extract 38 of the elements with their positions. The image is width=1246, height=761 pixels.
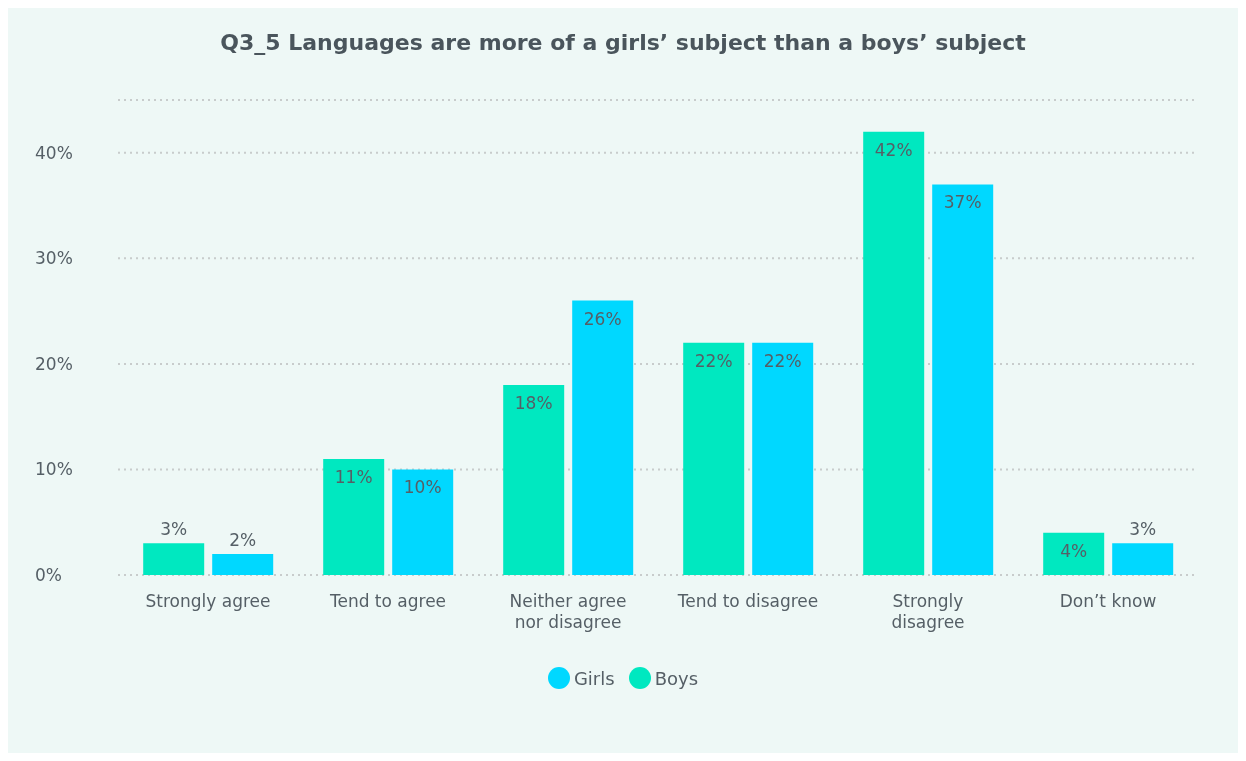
bar — [212, 553, 274, 575]
x-tick-label: Tend to disagree — [676, 591, 819, 611]
bar — [1043, 532, 1105, 575]
x-tick-label: Neither agree nor disagree — [509, 591, 627, 632]
data-label: 22% — [694, 350, 733, 371]
bar — [323, 458, 385, 575]
bar — [503, 385, 565, 575]
data-label: 11% — [334, 466, 373, 487]
data-label: 3% — [160, 519, 188, 540]
data-label: 4% — [1060, 540, 1088, 561]
data-label: 42% — [874, 139, 913, 160]
data-label: 10% — [403, 477, 442, 498]
x-tick-label: Tend to agree — [328, 591, 447, 611]
bar — [1112, 543, 1174, 575]
x-tick-label: Don’t know — [1059, 591, 1157, 611]
data-label: 3% — [1129, 519, 1157, 540]
bar — [572, 300, 634, 575]
bar — [143, 543, 205, 575]
bar — [392, 469, 454, 575]
y-tick-label: 0% — [35, 565, 62, 586]
data-label: 37% — [943, 192, 982, 213]
x-tick-label: Strongly disagree — [891, 591, 965, 632]
data-label: 22% — [763, 350, 802, 371]
x-tick-label: Strongly agree — [145, 591, 271, 611]
y-tick-label: 30% — [35, 248, 73, 269]
y-tick-label: 10% — [35, 459, 73, 480]
data-label: 18% — [514, 393, 553, 413]
bar — [863, 131, 925, 575]
y-tick-label: 20% — [35, 353, 73, 374]
legend-label: Girls — [573, 667, 615, 689]
legend-label: Boys — [654, 667, 699, 689]
bar — [752, 342, 814, 575]
chart-title: Q3_5 Languages are more of a girls’ subject than a boys’ subject — [219, 29, 1027, 57]
data-label: 2% — [229, 529, 257, 550]
bar — [932, 184, 994, 575]
data-label: 26% — [583, 308, 622, 329]
y-tick-label: 40% — [35, 142, 73, 163]
bar — [683, 342, 745, 575]
